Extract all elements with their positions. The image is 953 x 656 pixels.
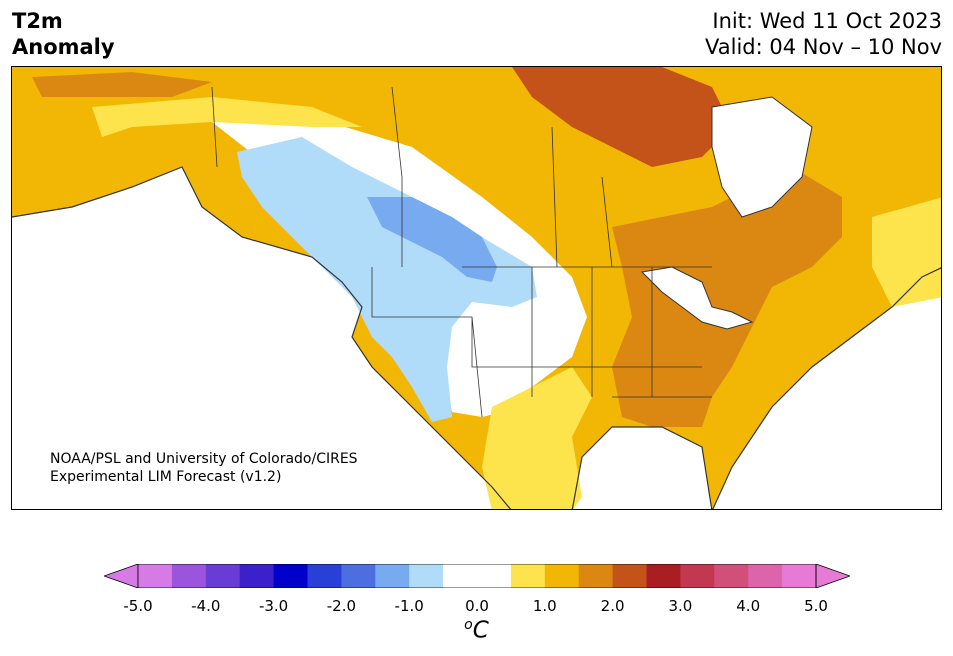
cold-anomaly-core: [367, 197, 497, 282]
colorbar-swatch: [443, 564, 478, 588]
title-line-1: T2m: [12, 9, 63, 33]
colorbar-swatch: [477, 564, 512, 588]
pacific-ocean: [12, 167, 511, 509]
colorbar-tick-label: 3.0: [668, 597, 693, 615]
colorbar-tick-label: -3.0: [258, 597, 289, 615]
colorbar-swatch: [239, 564, 275, 588]
colorbar-swatch: [205, 564, 241, 588]
unit-label: C: [472, 617, 489, 644]
colorbar-swatch: [646, 564, 681, 588]
colorbar-tick-label: -2.0: [326, 597, 357, 615]
warm-light-south: [482, 367, 592, 509]
init-date: Init: Wed 11 Oct 2023: [712, 9, 942, 33]
colorbar-swatch: [375, 564, 410, 588]
colorbar-tick-label: 0.0: [465, 597, 489, 615]
valid-period: Valid: 04 Nov – 10 Nov: [705, 35, 942, 59]
coastlines: [12, 166, 941, 509]
hudson-bay: [711, 96, 813, 218]
colorbar-swatch: [748, 564, 783, 588]
colorbar-tick-label: 1.0: [532, 597, 557, 615]
forecast-dates: Init: Wed 11 Oct 2023 Valid: 04 Nov – 10…: [705, 8, 942, 60]
colorbar-swatch: [341, 564, 376, 588]
colorbar-swatch: [273, 564, 308, 588]
warm-strong-east: [612, 167, 842, 427]
colorbar-swatch: [544, 564, 580, 588]
colorbar-swatch: [138, 564, 173, 588]
colorbar-swatch: [171, 564, 207, 588]
colorbar-swatch: [782, 564, 817, 588]
colorbar-tick-label: -1.0: [394, 597, 424, 615]
colorbar-swatch: [714, 564, 749, 588]
warm-light-north: [92, 97, 362, 137]
credit-line-2: Experimental LIM Forecast (v1.2): [50, 469, 282, 485]
colorbar-tick-label: 5.0: [804, 597, 828, 615]
colorbar-swatch: [680, 564, 715, 588]
unit-superscript: o: [464, 617, 473, 633]
colorbar-extend-low: [102, 563, 139, 589]
credit-line-1: NOAA/PSL and University of Colorado/CIRE…: [50, 451, 358, 467]
colorbar-swatch: [578, 564, 614, 588]
warm-light-east: [872, 197, 941, 307]
gulf-of-mexico: [572, 427, 712, 509]
map-title: T2m Anomaly: [12, 8, 115, 60]
warm-stronger-alaska: [32, 72, 212, 97]
colorbar-tick-label: 4.0: [736, 597, 761, 615]
colorbar-swatch: [612, 564, 647, 588]
colorbar-unit: oC: [0, 617, 953, 644]
colorbar-tick-label: -4.0: [191, 597, 221, 615]
colorbar-swatch: [409, 564, 444, 588]
anomaly-map: NOAA/PSL and University of Colorado/CIRE…: [11, 66, 942, 510]
border-lines: [211, 86, 712, 418]
warm-stronger-northeast: [512, 67, 732, 167]
colorbar-graphic: [102, 563, 852, 589]
cold-anomaly-light: [237, 137, 537, 422]
great-lakes: [640, 266, 754, 330]
colorbar: [102, 563, 852, 589]
title-line-2: Anomaly: [12, 35, 115, 59]
atlantic-ocean: [712, 267, 941, 509]
colorbar-tick-label: -5.0: [123, 597, 153, 615]
colorbar-tick-label: 2.0: [600, 597, 625, 615]
map-canvas: [12, 67, 941, 509]
colorbar-swatch: [510, 564, 546, 588]
colorbar-extend-high: [815, 563, 852, 589]
credit-text: NOAA/PSL and University of Colorado/CIRE…: [50, 450, 358, 486]
colorbar-ticks: -5.0 -4.0 -3.0 -2.0 -1.0 0.0 1.0 2.0 3.0 4.0 5.0: [0, 597, 953, 617]
colorbar-swatch: [307, 564, 342, 588]
